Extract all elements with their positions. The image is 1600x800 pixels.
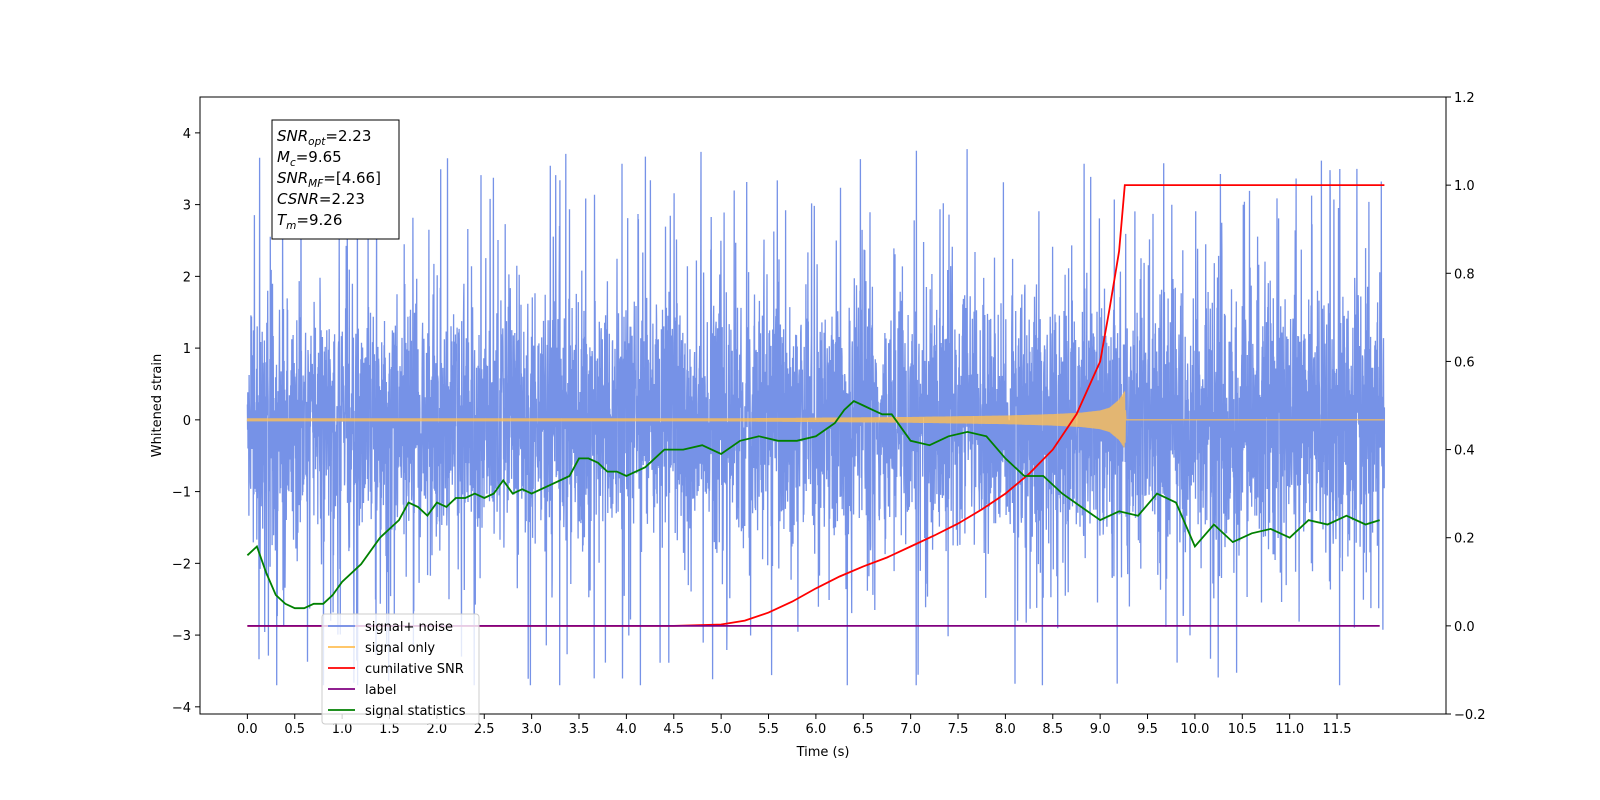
- x-tick-label: 9.0: [1090, 722, 1111, 737]
- info-value: =9.26: [296, 211, 342, 229]
- y-tick-label: −2: [172, 557, 191, 572]
- info-symbol: SNR: [277, 127, 308, 145]
- info-line: CSNR=2.23: [277, 190, 365, 208]
- info-subscript: MF: [308, 178, 324, 190]
- y-tick-label: 4: [183, 127, 191, 142]
- x-tick-label: 7.0: [900, 722, 921, 737]
- x-tick-label: 6.5: [853, 722, 874, 737]
- info-subscript: opt: [308, 136, 326, 148]
- legend-label: label: [365, 683, 396, 698]
- y-tick-label: 3: [183, 199, 191, 214]
- x-tick-label: 0.0: [237, 722, 258, 737]
- y-tick-label: −4: [172, 701, 191, 716]
- info-value: =[4.66]: [323, 169, 381, 187]
- x-tick-label: 4.5: [663, 722, 684, 737]
- legend-label: signal+ noise: [365, 620, 453, 635]
- x-tick-label: 9.5: [1137, 722, 1158, 737]
- x-tick-label: 5.5: [758, 722, 779, 737]
- y-axis-label: Whitened strain: [150, 354, 165, 457]
- y2-tick-label: 1.0: [1454, 179, 1475, 194]
- info-symbol: M: [277, 148, 290, 166]
- x-tick-label: 11.0: [1275, 722, 1304, 737]
- x-tick-label: 0.5: [284, 722, 305, 737]
- y2-tick-label: 0.6: [1454, 355, 1475, 370]
- signal-noise-line: [247, 148, 1384, 685]
- x-tick-label: 4.0: [616, 722, 637, 737]
- info-symbol: CSNR: [277, 190, 319, 208]
- info-line: Mc=9.65: [277, 148, 342, 169]
- info-value: =9.65: [296, 148, 342, 166]
- y-tick-label: −1: [172, 486, 191, 501]
- legend-label: signal statistics: [365, 704, 466, 719]
- y-tick-label: −3: [172, 629, 191, 644]
- x-axis-label: Time (s): [796, 745, 850, 760]
- y-tick-label: 0: [183, 414, 191, 429]
- y2-tick-label: 1.2: [1454, 91, 1475, 106]
- x-tick-label: 10.0: [1180, 722, 1209, 737]
- x-tick-label: 10.5: [1228, 722, 1257, 737]
- y-tick-label: 2: [183, 270, 191, 285]
- x-tick-label: 5.0: [711, 722, 732, 737]
- y2-tick-label: −0.2: [1454, 708, 1486, 723]
- info-value: =2.23: [325, 127, 371, 145]
- info-line: SNRMF=[4.66]: [277, 169, 381, 190]
- x-tick-label: 7.5: [948, 722, 969, 737]
- legend-label: cumilative SNR: [365, 662, 464, 677]
- x-tick-label: 8.5: [1042, 722, 1063, 737]
- legend-label: signal only: [365, 641, 435, 656]
- y2-tick-label: 0.0: [1454, 620, 1475, 635]
- info-symbol: SNR: [277, 169, 308, 187]
- x-tick-label: 3.0: [521, 722, 542, 737]
- y2-tick-label: 0.8: [1454, 267, 1475, 282]
- y-tick-label: 1: [183, 342, 191, 357]
- x-tick-label: 6.0: [806, 722, 827, 737]
- info-value: =2.23: [319, 190, 365, 208]
- y2-tick-label: 0.2: [1454, 532, 1475, 547]
- x-tick-label: 8.0: [995, 722, 1016, 737]
- info-subscript: m: [286, 220, 296, 232]
- x-tick-label: 3.5: [569, 722, 590, 737]
- x-tick-label: 11.5: [1323, 722, 1352, 737]
- y2-tick-label: 0.4: [1454, 444, 1475, 459]
